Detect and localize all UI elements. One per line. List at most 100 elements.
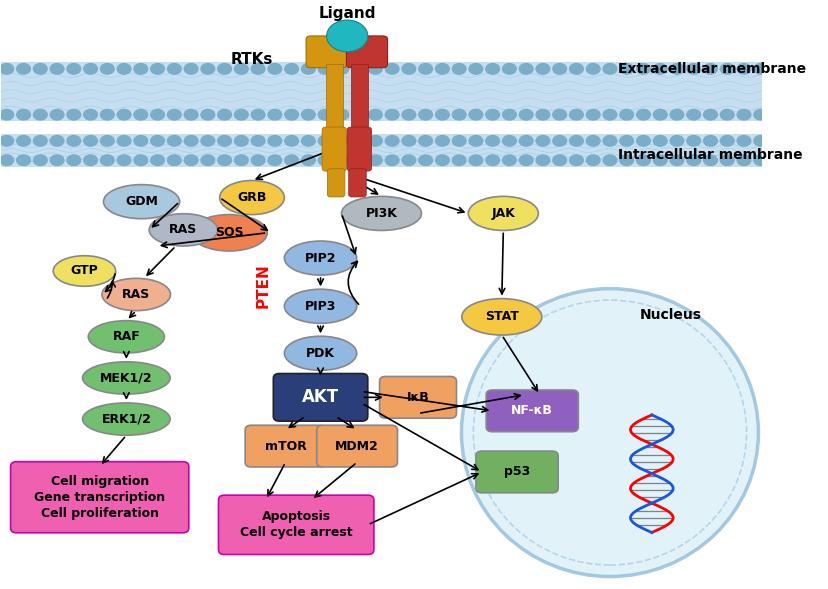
Circle shape bbox=[84, 110, 98, 120]
Circle shape bbox=[200, 110, 214, 120]
Circle shape bbox=[335, 155, 349, 166]
Circle shape bbox=[402, 64, 415, 74]
Circle shape bbox=[569, 110, 583, 120]
Ellipse shape bbox=[219, 180, 284, 214]
Ellipse shape bbox=[83, 403, 170, 435]
Text: Apoptosis
Cell cycle arrest: Apoptosis Cell cycle arrest bbox=[239, 510, 352, 540]
FancyBboxPatch shape bbox=[11, 462, 189, 533]
Circle shape bbox=[602, 135, 616, 146]
Circle shape bbox=[402, 110, 415, 120]
Circle shape bbox=[720, 64, 733, 74]
Circle shape bbox=[686, 155, 700, 166]
Circle shape bbox=[117, 155, 131, 166]
FancyBboxPatch shape bbox=[306, 36, 347, 68]
FancyBboxPatch shape bbox=[273, 373, 368, 421]
FancyBboxPatch shape bbox=[1, 134, 761, 167]
Circle shape bbox=[335, 110, 349, 120]
Circle shape bbox=[720, 110, 733, 120]
Circle shape bbox=[385, 155, 398, 166]
Circle shape bbox=[318, 64, 331, 74]
Text: NF-κB: NF-κB bbox=[511, 404, 552, 418]
Circle shape bbox=[335, 135, 349, 146]
Circle shape bbox=[117, 110, 131, 120]
Ellipse shape bbox=[53, 256, 116, 286]
Circle shape bbox=[518, 135, 532, 146]
Circle shape bbox=[485, 110, 499, 120]
Circle shape bbox=[134, 64, 147, 74]
Circle shape bbox=[51, 155, 64, 166]
Circle shape bbox=[67, 155, 80, 166]
Circle shape bbox=[234, 155, 248, 166]
Circle shape bbox=[267, 135, 282, 146]
Circle shape bbox=[402, 155, 415, 166]
Circle shape bbox=[502, 110, 516, 120]
Text: RAS: RAS bbox=[169, 223, 197, 236]
Circle shape bbox=[518, 64, 532, 74]
Circle shape bbox=[753, 64, 767, 74]
Circle shape bbox=[502, 64, 516, 74]
FancyBboxPatch shape bbox=[1, 62, 761, 121]
Circle shape bbox=[267, 64, 282, 74]
Circle shape bbox=[736, 110, 750, 120]
Circle shape bbox=[368, 135, 382, 146]
FancyBboxPatch shape bbox=[245, 425, 325, 467]
Circle shape bbox=[167, 64, 181, 74]
Text: GTP: GTP bbox=[70, 264, 99, 277]
Circle shape bbox=[418, 155, 432, 166]
Text: mTOR: mTOR bbox=[264, 439, 306, 452]
Circle shape bbox=[703, 155, 716, 166]
Circle shape bbox=[435, 135, 449, 146]
Circle shape bbox=[17, 64, 31, 74]
Text: ERK1/2: ERK1/2 bbox=[101, 412, 151, 426]
Text: GRB: GRB bbox=[237, 191, 267, 204]
FancyBboxPatch shape bbox=[346, 36, 388, 68]
Circle shape bbox=[200, 135, 214, 146]
Circle shape bbox=[200, 155, 214, 166]
Circle shape bbox=[184, 64, 198, 74]
FancyBboxPatch shape bbox=[475, 451, 557, 493]
Circle shape bbox=[218, 110, 231, 120]
Circle shape bbox=[552, 155, 566, 166]
FancyBboxPatch shape bbox=[347, 127, 371, 171]
Circle shape bbox=[669, 155, 683, 166]
Ellipse shape bbox=[461, 299, 542, 335]
Ellipse shape bbox=[149, 214, 218, 246]
Circle shape bbox=[84, 155, 98, 166]
Circle shape bbox=[452, 64, 465, 74]
Circle shape bbox=[251, 135, 265, 146]
Circle shape bbox=[284, 135, 298, 146]
Circle shape bbox=[602, 110, 616, 120]
Circle shape bbox=[552, 64, 566, 74]
Circle shape bbox=[351, 110, 365, 120]
Circle shape bbox=[652, 110, 667, 120]
Text: RAS: RAS bbox=[122, 288, 150, 301]
Circle shape bbox=[100, 155, 114, 166]
Text: PI3K: PI3K bbox=[365, 207, 397, 220]
Circle shape bbox=[669, 110, 683, 120]
Circle shape bbox=[251, 64, 265, 74]
Circle shape bbox=[67, 64, 80, 74]
Circle shape bbox=[636, 135, 649, 146]
Circle shape bbox=[351, 64, 365, 74]
Circle shape bbox=[703, 135, 716, 146]
Circle shape bbox=[585, 135, 599, 146]
Circle shape bbox=[669, 135, 683, 146]
Ellipse shape bbox=[190, 214, 267, 251]
Circle shape bbox=[652, 135, 667, 146]
Circle shape bbox=[218, 155, 231, 166]
Ellipse shape bbox=[88, 320, 164, 353]
Circle shape bbox=[301, 64, 315, 74]
Circle shape bbox=[686, 64, 700, 74]
Circle shape bbox=[418, 135, 432, 146]
Text: Intracellular membrane: Intracellular membrane bbox=[617, 148, 802, 161]
Circle shape bbox=[469, 110, 482, 120]
Circle shape bbox=[134, 155, 147, 166]
Text: PTEN: PTEN bbox=[256, 263, 271, 308]
Circle shape bbox=[184, 110, 198, 120]
Text: PIP3: PIP3 bbox=[305, 300, 336, 313]
Circle shape bbox=[619, 155, 633, 166]
Circle shape bbox=[619, 110, 633, 120]
Ellipse shape bbox=[341, 196, 421, 230]
Circle shape bbox=[17, 110, 31, 120]
Circle shape bbox=[284, 155, 298, 166]
